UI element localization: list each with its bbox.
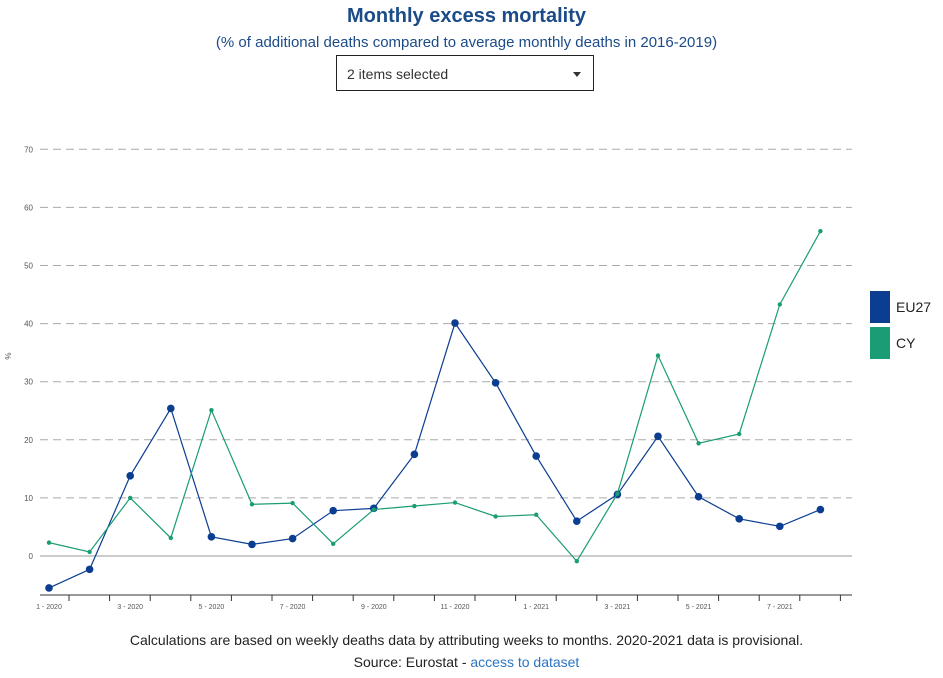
y-tick-label: 40 xyxy=(24,320,33,329)
data-point-eu27 xyxy=(532,452,540,460)
data-point-eu27 xyxy=(451,319,459,327)
chevron-down-icon xyxy=(573,72,581,77)
legend-label-cy: CY xyxy=(896,335,916,351)
y-axis-label: % xyxy=(4,352,13,359)
data-point-eu27 xyxy=(410,450,419,459)
data-point-eu27 xyxy=(816,505,825,514)
data-point-eu27 xyxy=(654,432,662,441)
data-point-cy xyxy=(777,302,782,307)
selector-label: 2 items selected xyxy=(347,66,449,82)
x-tick-label: 11 - 2020 xyxy=(440,604,469,611)
y-tick-label: 50 xyxy=(24,262,33,271)
x-tick-label: 1 - 2020 xyxy=(36,604,62,611)
data-point-cy xyxy=(696,441,701,446)
data-point-eu27 xyxy=(694,492,703,501)
chart-subtitle: (% of additional deaths compared to aver… xyxy=(215,34,718,51)
data-point-cy xyxy=(412,503,417,509)
data-point-cy xyxy=(371,507,376,512)
data-point-eu27 xyxy=(288,534,297,543)
x-tick-label: 5 - 2021 xyxy=(686,604,712,611)
x-tick-label: 5 - 2020 xyxy=(199,604,225,611)
series-selector-dropdown[interactable]: 2 items selected xyxy=(336,55,594,91)
data-point-eu27 xyxy=(491,379,500,387)
data-point-cy xyxy=(493,514,498,519)
data-point-eu27 xyxy=(45,584,53,592)
data-point-cy xyxy=(46,540,52,545)
legend-label-eu27: EU27 xyxy=(896,299,932,315)
data-point-eu27 xyxy=(735,515,743,523)
x-tick-label: 7 - 2021 xyxy=(767,604,793,611)
y-tick-label: 30 xyxy=(24,378,33,387)
data-point-cy xyxy=(655,353,661,358)
data-point-cy xyxy=(452,500,458,505)
data-point-eu27 xyxy=(776,522,784,531)
data-point-cy xyxy=(209,407,214,413)
y-tick-label: 20 xyxy=(24,436,33,445)
x-tick-label: 7 - 2020 xyxy=(280,604,306,611)
data-point-cy xyxy=(290,500,295,506)
legend-swatch-eu27 xyxy=(870,291,890,323)
data-point-cy xyxy=(249,502,255,507)
data-point-eu27 xyxy=(167,404,175,413)
chart-title: Monthly excess mortality xyxy=(347,5,586,27)
data-point-eu27 xyxy=(85,565,94,574)
data-point-eu27 xyxy=(248,540,256,549)
data-point-cy xyxy=(87,549,92,555)
data-point-cy xyxy=(534,512,539,517)
dataset-link[interactable]: access to dataset xyxy=(470,654,580,670)
data-point-eu27 xyxy=(573,517,581,525)
x-tick-label: 1 - 2021 xyxy=(523,604,549,611)
data-point-eu27 xyxy=(329,506,338,515)
x-tick-label: 3 - 2020 xyxy=(117,604,143,611)
legend-item-eu27[interactable]: EU27 xyxy=(870,291,931,323)
data-point-cy xyxy=(615,491,620,497)
series-line-cy xyxy=(48,230,821,563)
data-point-cy xyxy=(818,229,823,234)
y-tick-label: 0 xyxy=(29,552,34,561)
data-point-cy xyxy=(128,495,133,501)
legend-item-cy[interactable]: CY xyxy=(870,327,915,359)
series-line-eu27 xyxy=(48,321,821,589)
data-point-eu27 xyxy=(207,533,216,541)
legend-swatch-cy xyxy=(870,327,890,359)
data-point-eu27 xyxy=(126,472,134,480)
x-tick-label: 9 - 2020 xyxy=(361,604,387,611)
y-tick-label: 10 xyxy=(24,494,33,503)
data-point-cy xyxy=(737,431,742,437)
y-tick-label: 70 xyxy=(24,145,33,154)
data-point-cy xyxy=(574,559,579,564)
footnote: Calculations are based on weekly deaths … xyxy=(129,632,804,648)
source-prefix: Source: Eurostat - xyxy=(353,654,471,670)
x-tick-label: 3 - 2021 xyxy=(605,604,631,611)
data-point-cy xyxy=(168,535,173,541)
data-point-cy xyxy=(331,541,336,546)
source-line: Source: Eurostat - access to dataset xyxy=(0,654,933,670)
y-tick-label: 60 xyxy=(24,203,33,212)
